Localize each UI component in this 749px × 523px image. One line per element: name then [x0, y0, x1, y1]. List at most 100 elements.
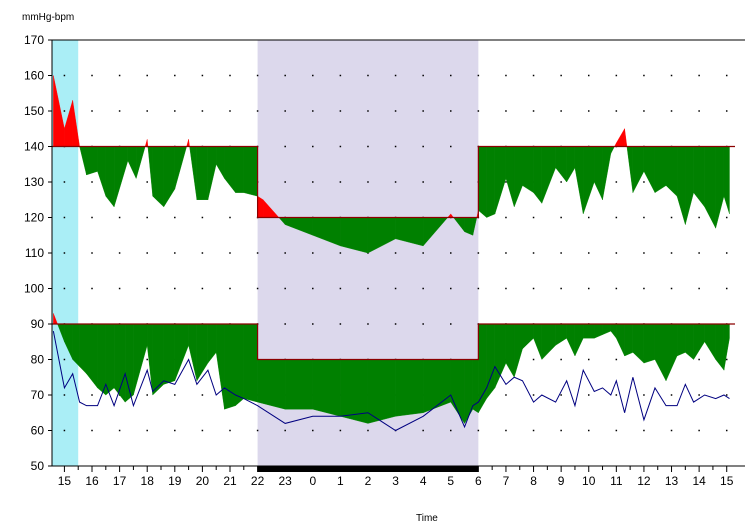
grid-dot: [560, 394, 562, 396]
grid-dot: [698, 358, 700, 361]
grid-dot: [118, 110, 121, 112]
grid-dot: [229, 429, 231, 432]
systolic-area-piece: [163, 146, 176, 208]
grid-dot: [91, 181, 93, 183]
systolic-area-piece: [188, 139, 190, 147]
systolic-area-piece: [196, 146, 209, 200]
diastolic-area-piece: [505, 323, 515, 378]
systolic-area-piece: [616, 128, 625, 147]
grid-dot: [339, 287, 342, 290]
systolic-area-piece: [693, 146, 705, 208]
systolic-area-piece: [147, 146, 153, 197]
systolic-area-piece: [135, 146, 146, 179]
grid-dot: [615, 287, 618, 290]
systolic-area-piece: [189, 146, 198, 200]
systolic-area-piece: [541, 146, 556, 204]
diastolic-area-piece: [79, 323, 87, 375]
diastolic-area-piece: [340, 359, 369, 424]
grid-dot: [450, 287, 452, 290]
diastolic-area-piece: [243, 323, 258, 403]
grid-dot: [643, 287, 645, 290]
systolic-area-piece: [113, 146, 129, 207]
diastolic-area-piece: [147, 323, 153, 396]
grid-dot: [532, 252, 535, 254]
systolic-area-piece: [715, 146, 725, 229]
grid-dot: [615, 74, 618, 77]
grid-dot: [201, 429, 204, 432]
grid-dot: [587, 110, 590, 112]
grid-dot: [422, 181, 424, 183]
y-tick-label: 110: [25, 246, 44, 260]
x-tick-label: 6: [475, 474, 482, 488]
grid-dot: [450, 181, 452, 183]
y-tick-label: 80: [31, 353, 45, 367]
y-tick-label: 100: [24, 282, 44, 296]
grid-dot: [643, 216, 645, 219]
diastolic-area-piece: [643, 323, 656, 364]
grid-dot: [63, 358, 66, 361]
grid-dot: [339, 252, 342, 254]
grid-dot: [339, 145, 342, 148]
grid-dot: [118, 287, 121, 290]
grid-dot: [477, 287, 480, 290]
diastolic-area-piece: [224, 323, 236, 410]
x-tick-label: 19: [168, 474, 182, 488]
grid-dot: [643, 429, 645, 432]
grid-dot: [670, 287, 673, 290]
diastolic-area-piece: [602, 323, 612, 335]
y-tick-label: 60: [31, 424, 45, 438]
y-tick-label: 130: [24, 175, 44, 189]
diastolic-area-piece: [72, 323, 80, 368]
grid-dot: [725, 287, 728, 290]
grid-dot: [146, 394, 148, 396]
diastolic-area-piece: [610, 323, 617, 339]
grid-dot: [367, 287, 369, 290]
diastolic-area-piece: [566, 323, 576, 357]
grid-dot: [450, 429, 452, 432]
x-axis-label: Time: [416, 513, 438, 523]
grid-dot: [91, 110, 93, 112]
grid-dot: [229, 287, 231, 290]
grid-dot: [146, 429, 148, 432]
grid-dot: [284, 110, 286, 112]
grid-dot: [698, 216, 700, 219]
grid-dot: [63, 110, 66, 112]
grid-dot: [174, 216, 176, 219]
x-tick-label: 21: [223, 474, 237, 488]
diastolic-area-piece: [86, 323, 98, 389]
grid-dot: [174, 252, 176, 254]
x-tick-label: 0: [309, 474, 316, 488]
grid-dot: [532, 216, 535, 219]
diastolic-area-piece: [583, 323, 595, 339]
systolic-fills: [53, 75, 730, 254]
grid-dot: [505, 287, 507, 290]
systolic-area-piece: [494, 146, 507, 215]
diastolic-area-piece: [624, 323, 634, 357]
systolic-area-piece: [610, 146, 615, 154]
grid-dot: [422, 429, 424, 432]
systolic-area-piece: [505, 146, 515, 207]
grid-dot: [477, 74, 480, 77]
grid-dot: [312, 252, 314, 254]
grid-dot: [367, 110, 369, 112]
y-tick-label: 50: [31, 459, 45, 473]
x-tick-label: 16: [85, 474, 99, 488]
systolic-area-piece: [243, 146, 258, 197]
systolic-area-piece: [704, 146, 716, 229]
systolic-area-piece: [723, 146, 730, 215]
diastolic-area-piece: [541, 323, 556, 360]
systolic-area-piece: [207, 146, 217, 200]
systolic-area-piece: [583, 146, 595, 215]
systolic-area-piece: [79, 146, 87, 175]
grid-dot: [229, 74, 231, 77]
grid-dot: [284, 181, 286, 183]
diastolic-area-piece: [207, 323, 217, 364]
grid-dot: [670, 252, 673, 254]
grid-dot: [532, 110, 535, 112]
grid-dot: [587, 287, 590, 290]
grid-dot: [339, 74, 342, 77]
grid-dot: [146, 181, 148, 183]
grid-dot: [698, 110, 700, 112]
grid-dot: [698, 287, 700, 290]
